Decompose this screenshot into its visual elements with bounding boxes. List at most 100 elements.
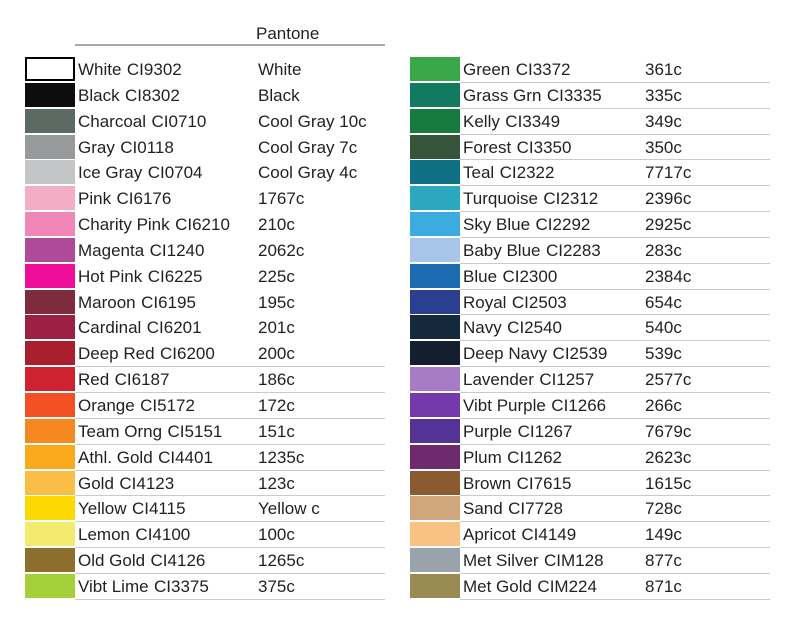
color-swatch	[25, 573, 75, 598]
pantone-value: 201c	[258, 318, 295, 338]
color-name: Magenta	[78, 240, 145, 260]
color-row: Gray CI0118 Cool Gray 7c	[25, 134, 385, 161]
color-code: CI2283	[545, 240, 601, 260]
color-label: Red CI6187	[78, 368, 169, 391]
color-row: Lemon CI4100 100c	[25, 522, 385, 549]
color-row: Royal CI2503 654c	[410, 289, 770, 316]
color-label: Navy CI2540	[463, 316, 562, 339]
color-code: CI4149	[521, 525, 577, 545]
color-row: Vibt Purple CI1266 266c	[410, 392, 770, 419]
color-swatch	[25, 496, 75, 521]
color-swatch	[410, 82, 460, 107]
color-label: Athl. Gold CI4401	[78, 446, 213, 469]
color-name: Hot Pink	[78, 266, 143, 286]
color-name: Athl. Gold	[78, 447, 153, 467]
color-label: Plum CI1262	[463, 446, 562, 469]
color-swatch	[25, 470, 75, 495]
color-code: CI6225	[147, 266, 203, 286]
color-swatch	[410, 367, 460, 392]
pantone-value: Black	[258, 85, 300, 105]
color-code: CI0118	[120, 137, 174, 157]
color-label: Charity Pink CI6210	[78, 213, 230, 236]
pantone-value: 361c	[645, 60, 682, 79]
color-swatch	[410, 418, 460, 443]
color-row: Turquoise CI2312 2396c	[410, 186, 770, 213]
color-swatch	[410, 108, 460, 133]
color-code: CI1266	[551, 395, 607, 415]
color-row: Magenta CI1240 2062c	[25, 237, 385, 264]
color-name: Yellow	[78, 499, 127, 519]
color-name: Vibt Purple	[463, 395, 546, 415]
color-swatch	[25, 341, 75, 366]
color-label: Kelly CI3349	[463, 110, 560, 133]
color-name: Plum	[463, 447, 502, 467]
color-label: Ice Gray CI0704	[78, 161, 203, 184]
color-swatch	[410, 496, 460, 521]
color-label: Blue CI2300	[463, 265, 557, 288]
color-code: CIM128	[544, 551, 604, 571]
color-label: Sand CI7728	[463, 497, 563, 520]
color-label: Apricot CI4149	[463, 523, 576, 546]
color-row: Met Silver CIM128 877c	[410, 548, 770, 574]
color-code: CI3375	[154, 576, 209, 596]
color-swatch	[25, 392, 75, 417]
color-label: Grass Grn CI3335	[463, 84, 602, 107]
row-divider	[460, 133, 770, 135]
color-name: Deep Navy	[463, 344, 548, 364]
color-label: Green CI3372	[463, 58, 571, 81]
color-row: Baby Blue CI2283 283c	[410, 237, 770, 264]
color-label: Charcoal CI0710	[78, 110, 206, 133]
pantone-value: 1767c	[258, 189, 305, 209]
color-swatch	[25, 263, 75, 288]
color-row: Met Gold CIM224 871c	[410, 573, 770, 600]
color-name: Kelly	[463, 111, 500, 131]
color-swatch	[410, 573, 460, 598]
color-row: Vibt Lime CI3375 375c	[25, 573, 385, 600]
pantone-value: 2384c	[645, 266, 692, 286]
color-label: Met Silver CIM128	[463, 549, 604, 572]
color-code: CI8302	[125, 85, 180, 105]
pantone-value: Yellow c	[258, 499, 320, 519]
color-code: CI4115	[131, 499, 186, 519]
color-code: CI7728	[508, 499, 563, 519]
color-label: Team Orng CI5151	[78, 420, 222, 443]
color-name: Deep Red	[78, 344, 155, 364]
color-name: Orange	[78, 395, 135, 415]
color-code: CI0704	[147, 163, 203, 183]
pantone-value: 871c	[645, 576, 682, 596]
color-name: Apricot	[463, 525, 516, 545]
color-code: CI3372	[515, 60, 571, 79]
row-divider	[75, 598, 385, 600]
color-swatch	[410, 470, 460, 495]
pantone-value: 1265c	[258, 551, 305, 571]
color-row: Athl. Gold CI4401 1235c	[25, 444, 385, 471]
color-name: Team Orng	[78, 421, 163, 441]
row-divider	[460, 521, 770, 523]
color-swatch	[410, 212, 460, 237]
row-divider	[460, 107, 770, 109]
color-row: Apricot CI4149 149c	[410, 522, 770, 549]
pantone-value: 1235c	[258, 447, 305, 467]
color-row: Grass Grn CI3335 335c	[410, 82, 770, 109]
color-code: CI9302	[126, 60, 182, 79]
pantone-value: 2925c	[645, 215, 692, 235]
color-label: Cardinal CI6201	[78, 316, 202, 339]
pantone-value: 172c	[258, 395, 295, 415]
color-swatch	[410, 134, 460, 159]
color-row: Yellow CI4115 Yellow c	[25, 496, 385, 523]
row-divider	[75, 521, 385, 523]
color-row: Plum CI1262 2623c	[410, 444, 770, 471]
color-name: Met Silver	[463, 551, 539, 571]
color-name: Baby Blue	[463, 240, 541, 260]
color-name: Grass Grn	[463, 85, 542, 105]
color-row: Team Orng CI5151 151c	[25, 418, 385, 445]
pantone-value: 375c	[258, 576, 295, 596]
row-divider	[460, 417, 770, 419]
color-row: White CI9302 White	[25, 57, 385, 83]
color-label: Turquoise CI2312	[463, 187, 598, 210]
row-divider	[460, 159, 770, 161]
color-swatch	[410, 392, 460, 417]
color-row: Sky Blue CI2292 2925c	[410, 212, 770, 238]
color-name: Purple	[463, 421, 513, 441]
color-code: CI2312	[543, 189, 599, 209]
